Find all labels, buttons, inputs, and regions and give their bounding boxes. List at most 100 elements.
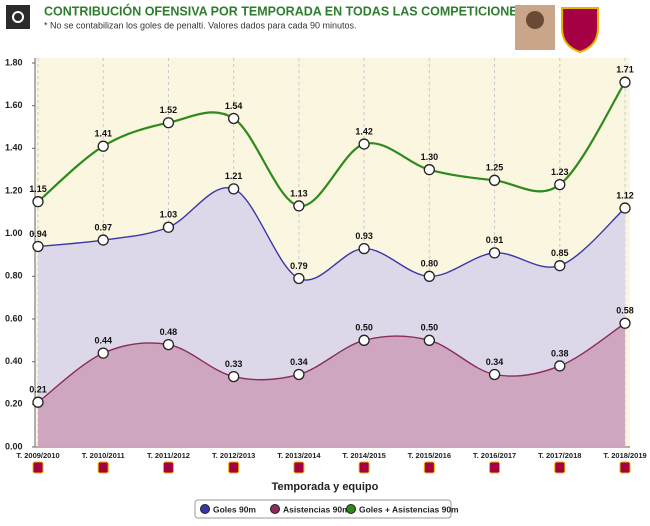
value-label: 0.34 (486, 357, 504, 367)
x-tick-label: T. 2010/2011 (82, 451, 125, 460)
value-label: 0.50 (421, 323, 439, 333)
point (358, 138, 370, 150)
y-tick-label: 1.80 (5, 57, 23, 67)
line (37, 81, 626, 208)
club-crest (561, 7, 599, 54)
point (228, 183, 240, 195)
y-tick-label: 1.60 (5, 100, 23, 110)
y-tick-label: 0.40 (5, 356, 23, 366)
value-label: 1.71 (616, 65, 634, 75)
x-tick-label: T. 2014/2015 (342, 451, 385, 460)
point (228, 370, 240, 383)
point (293, 272, 305, 285)
value-label: 0.44 (94, 336, 112, 346)
value-label: 1.41 (94, 129, 112, 139)
logo (6, 5, 30, 29)
y-tick-label: 1.00 (5, 228, 23, 238)
value-label: 0.79 (290, 261, 308, 271)
y-tick-label: 1.20 (5, 185, 23, 195)
value-label: 0.21 (29, 385, 47, 395)
logo-mark (12, 11, 24, 23)
x-tick-label: T. 2015/2016 (408, 451, 451, 460)
point (619, 76, 631, 88)
legend-marker (346, 504, 356, 514)
crest-icon (97, 461, 109, 474)
x-tick-label: T. 2018/2019 (603, 451, 646, 460)
value-label: 1.52 (160, 105, 178, 115)
value-label: 0.91 (486, 235, 504, 245)
point (32, 240, 44, 253)
crest-icon (228, 461, 240, 474)
x-tick-label: T. 2016/2017 (473, 451, 516, 460)
legend-marker (270, 504, 280, 514)
y-tick-label: 1.40 (5, 143, 23, 153)
y-tick-label: 0.80 (5, 271, 23, 281)
value-label: 0.97 (94, 222, 112, 232)
crest-icon (423, 461, 435, 474)
crest-icon (162, 461, 174, 474)
point (162, 338, 175, 351)
value-label: 0.94 (29, 229, 47, 239)
point (619, 317, 631, 329)
crest-icon (293, 461, 305, 474)
legend-label: Asistencias 90m (283, 504, 350, 514)
point (162, 221, 175, 233)
x-tick-label: T. 2011/2012 (147, 451, 190, 460)
point (423, 270, 435, 282)
value-label: 1.42 (355, 126, 373, 136)
value-label: 1.21 (225, 171, 243, 181)
point (488, 174, 501, 186)
value-label: 0.58 (616, 306, 634, 316)
point (97, 234, 109, 246)
x-tick-label: T. 2009/2010 (16, 451, 59, 460)
value-label: 1.15 (29, 184, 47, 194)
value-label: 0.33 (225, 359, 243, 369)
value-label: 0.93 (355, 231, 373, 241)
line (37, 186, 626, 281)
value-label: 1.13 (290, 188, 308, 198)
area (38, 323, 625, 447)
value-label: 1.30 (421, 152, 439, 162)
value-label: 1.54 (225, 101, 243, 111)
point (32, 396, 44, 408)
point (554, 360, 566, 372)
player-photo-head (526, 11, 544, 29)
point (32, 196, 44, 208)
point (423, 164, 435, 176)
legend-label: Goles 90m (213, 504, 256, 514)
crest-icon (358, 461, 370, 474)
value-label: 1.12 (616, 190, 634, 200)
chart-subtitle: * No se contabilizan los goles de penalt… (44, 20, 357, 30)
x-tick-label: T. 2017/2018 (538, 451, 581, 460)
point (358, 334, 370, 346)
y-tick-label: 0.20 (5, 399, 23, 409)
point (488, 368, 501, 381)
x-tick-label: T. 2012/2013 (212, 451, 255, 460)
value-label: 1.23 (551, 167, 569, 177)
y-tick-label: 0.60 (5, 313, 23, 323)
point (293, 200, 305, 212)
legend-marker (200, 504, 210, 514)
point (554, 178, 566, 191)
point (619, 202, 631, 214)
line (37, 322, 626, 403)
crest-icon (489, 461, 501, 474)
x-axis-label: Temporada y equipo (272, 481, 379, 493)
point (162, 117, 175, 129)
crest-icon (619, 461, 631, 474)
x-tick-label: T. 2013/2014 (277, 451, 321, 460)
value-label: 0.80 (421, 259, 439, 269)
legend-label: Goles + Asistencias 90m (359, 504, 459, 514)
crest-icon (554, 461, 566, 474)
point (423, 334, 435, 346)
value-label: 0.34 (290, 357, 308, 367)
point (358, 242, 370, 255)
chart-title: CONTRIBUCIÓN OFENSIVA POR TEMPORADA EN T… (44, 3, 526, 18)
value-label: 1.03 (160, 210, 178, 220)
point (97, 140, 109, 152)
point (488, 247, 501, 259)
value-label: 0.48 (160, 327, 178, 337)
crest-icon (32, 461, 44, 474)
value-label: 0.85 (551, 248, 569, 258)
